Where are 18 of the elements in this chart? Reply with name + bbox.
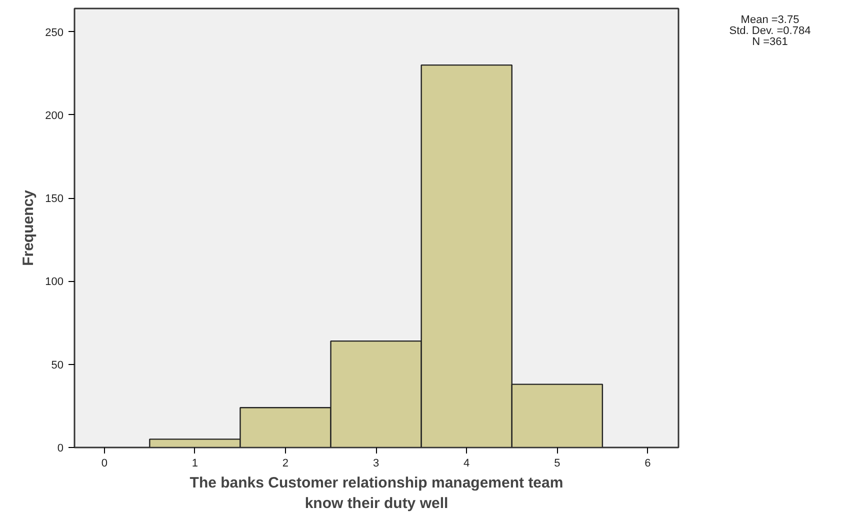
x-tick-label: 3 bbox=[372, 458, 380, 470]
x-tick-label: 5 bbox=[554, 458, 560, 470]
y-tick-label: 200 bbox=[45, 110, 64, 122]
y-tick-label: 100 bbox=[45, 276, 64, 288]
y-tick-label: 0 bbox=[57, 442, 64, 454]
text: Mean =3.75 bbox=[740, 14, 800, 26]
y-axis-title: Frequency bbox=[20, 189, 38, 266]
text: Std. Dev. =0.784 bbox=[728, 25, 812, 37]
x-tick-label: 0 bbox=[101, 458, 108, 470]
text: N =361 bbox=[751, 36, 789, 48]
x-axis-title: The banks Customer relationship management team know their duty well bbox=[190, 474, 564, 512]
x-tick-label: 1 bbox=[192, 458, 198, 470]
x-tick-label: 6 bbox=[644, 458, 651, 470]
y-tick-label: 250 bbox=[45, 26, 64, 39]
x-tick-label: 4 bbox=[464, 458, 470, 470]
y-tick-label: 150 bbox=[45, 193, 64, 206]
y-tick-label: 50 bbox=[51, 359, 64, 372]
x-tick-label: 2 bbox=[282, 458, 289, 470]
